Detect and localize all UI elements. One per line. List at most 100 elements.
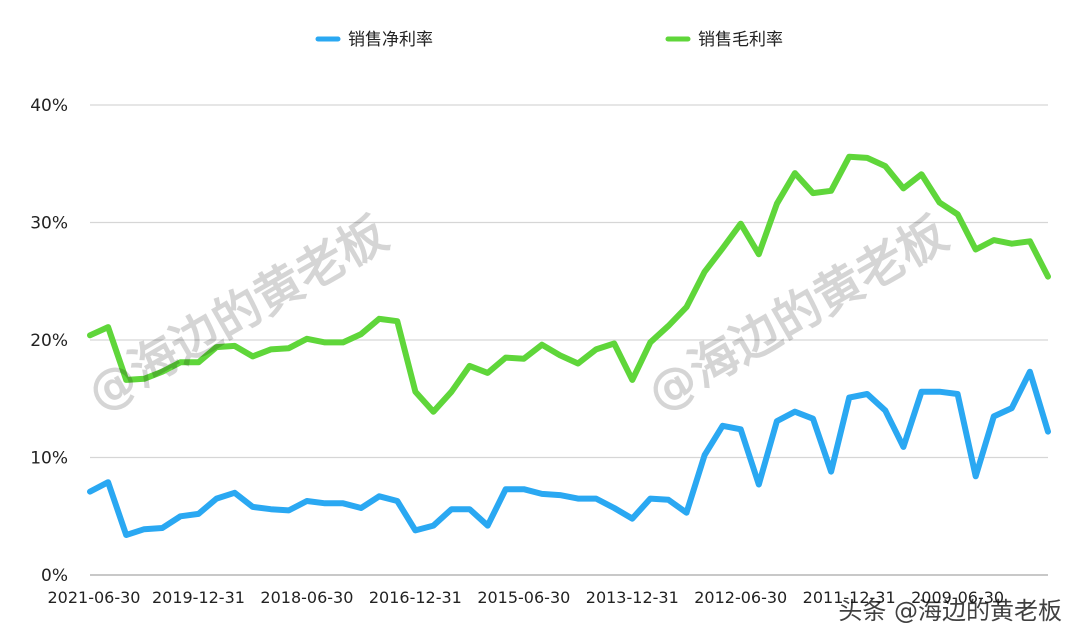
data-point xyxy=(213,344,220,350)
legend-label: 销售净利率 xyxy=(348,30,433,50)
data-point xyxy=(575,360,581,367)
data-point xyxy=(159,369,165,375)
data-point xyxy=(485,523,491,529)
data-point xyxy=(105,324,111,330)
data-point xyxy=(756,481,762,488)
data-point xyxy=(539,491,545,497)
x-tick-label: 2013-12-31 xyxy=(586,588,679,607)
data-point xyxy=(936,389,943,395)
data-point xyxy=(738,426,744,432)
data-point xyxy=(828,469,834,475)
x-tick-label: 2019-12-31 xyxy=(152,588,245,607)
data-point xyxy=(629,377,635,383)
data-point xyxy=(955,391,961,397)
data-point xyxy=(123,377,129,383)
data-point xyxy=(467,363,473,369)
series-line-0 xyxy=(87,368,1051,538)
legend: 销售净利率 销售毛利率 xyxy=(315,30,783,50)
data-point xyxy=(846,154,852,160)
data-point xyxy=(87,489,93,495)
data-point xyxy=(918,389,925,395)
data-point xyxy=(756,251,762,257)
data-point xyxy=(1045,429,1051,435)
data-point xyxy=(141,376,147,382)
data-point xyxy=(702,269,708,275)
data-point xyxy=(430,409,436,415)
data-point xyxy=(846,395,852,401)
data-point xyxy=(1045,274,1051,280)
data-point xyxy=(322,500,328,506)
data-point xyxy=(882,163,888,169)
data-point xyxy=(991,413,997,419)
data-point xyxy=(394,318,400,324)
data-point xyxy=(467,506,473,512)
y-tick-label: 30% xyxy=(30,214,68,234)
y-tick-label: 40% xyxy=(30,96,68,116)
data-point xyxy=(665,323,672,329)
data-point xyxy=(611,340,617,347)
series-lines xyxy=(87,153,1051,538)
data-point xyxy=(810,190,816,196)
y-tick-label: 0% xyxy=(41,566,68,586)
data-point xyxy=(864,391,870,397)
data-point xyxy=(376,316,382,322)
data-point xyxy=(304,498,310,504)
data-point xyxy=(141,526,147,532)
footer-watermark: 头条 @海边的黄老板 xyxy=(838,597,1062,625)
data-point xyxy=(250,504,256,510)
data-point xyxy=(448,389,455,395)
data-point xyxy=(720,245,726,251)
data-point xyxy=(177,513,183,519)
data-point xyxy=(177,359,183,365)
data-point xyxy=(575,496,581,502)
data-point xyxy=(647,496,653,502)
data-point xyxy=(557,352,563,358)
data-point xyxy=(87,332,93,338)
data-point xyxy=(232,343,238,349)
data-point xyxy=(286,507,292,513)
x-tick-label: 2015-06-30 xyxy=(477,588,570,607)
data-point xyxy=(485,370,491,376)
data-point xyxy=(828,188,834,194)
data-point xyxy=(232,490,238,496)
data-point xyxy=(286,345,292,351)
data-point xyxy=(738,221,744,227)
data-point xyxy=(720,423,726,429)
data-point xyxy=(991,237,997,243)
data-point xyxy=(394,498,400,504)
data-point xyxy=(973,246,979,253)
data-point xyxy=(340,339,346,345)
gridlines xyxy=(90,104,1048,576)
data-point xyxy=(521,486,527,492)
x-tick-label: 2016-12-31 xyxy=(369,588,462,607)
y-tick-label: 10% xyxy=(30,449,68,469)
data-point xyxy=(123,532,129,538)
data-point xyxy=(900,185,907,191)
data-point xyxy=(195,359,202,365)
data-point xyxy=(1027,238,1033,244)
data-point xyxy=(268,346,274,352)
y-tick-label: 20% xyxy=(30,331,68,351)
data-point xyxy=(864,155,870,161)
data-point xyxy=(792,170,798,176)
data-point xyxy=(918,171,925,177)
data-point xyxy=(250,353,256,359)
y-axis-ticks: 0% 10% 20% 30% 40% xyxy=(30,96,68,586)
data-point xyxy=(593,346,599,352)
data-point xyxy=(647,339,653,345)
data-point xyxy=(629,516,635,522)
data-point xyxy=(159,525,165,531)
data-point xyxy=(448,506,455,512)
data-point xyxy=(521,356,527,362)
data-point xyxy=(611,505,617,511)
data-point xyxy=(539,342,545,348)
data-point xyxy=(900,444,907,450)
legend-label: 销售毛利率 xyxy=(698,30,783,50)
data-point xyxy=(1009,405,1015,411)
data-point xyxy=(376,493,382,499)
data-point xyxy=(195,511,202,517)
data-point xyxy=(593,496,599,502)
x-tick-label: 2011-12-31 xyxy=(803,588,896,607)
x-tick-label: 2009-06-30 xyxy=(911,588,1004,607)
data-point xyxy=(936,199,943,206)
